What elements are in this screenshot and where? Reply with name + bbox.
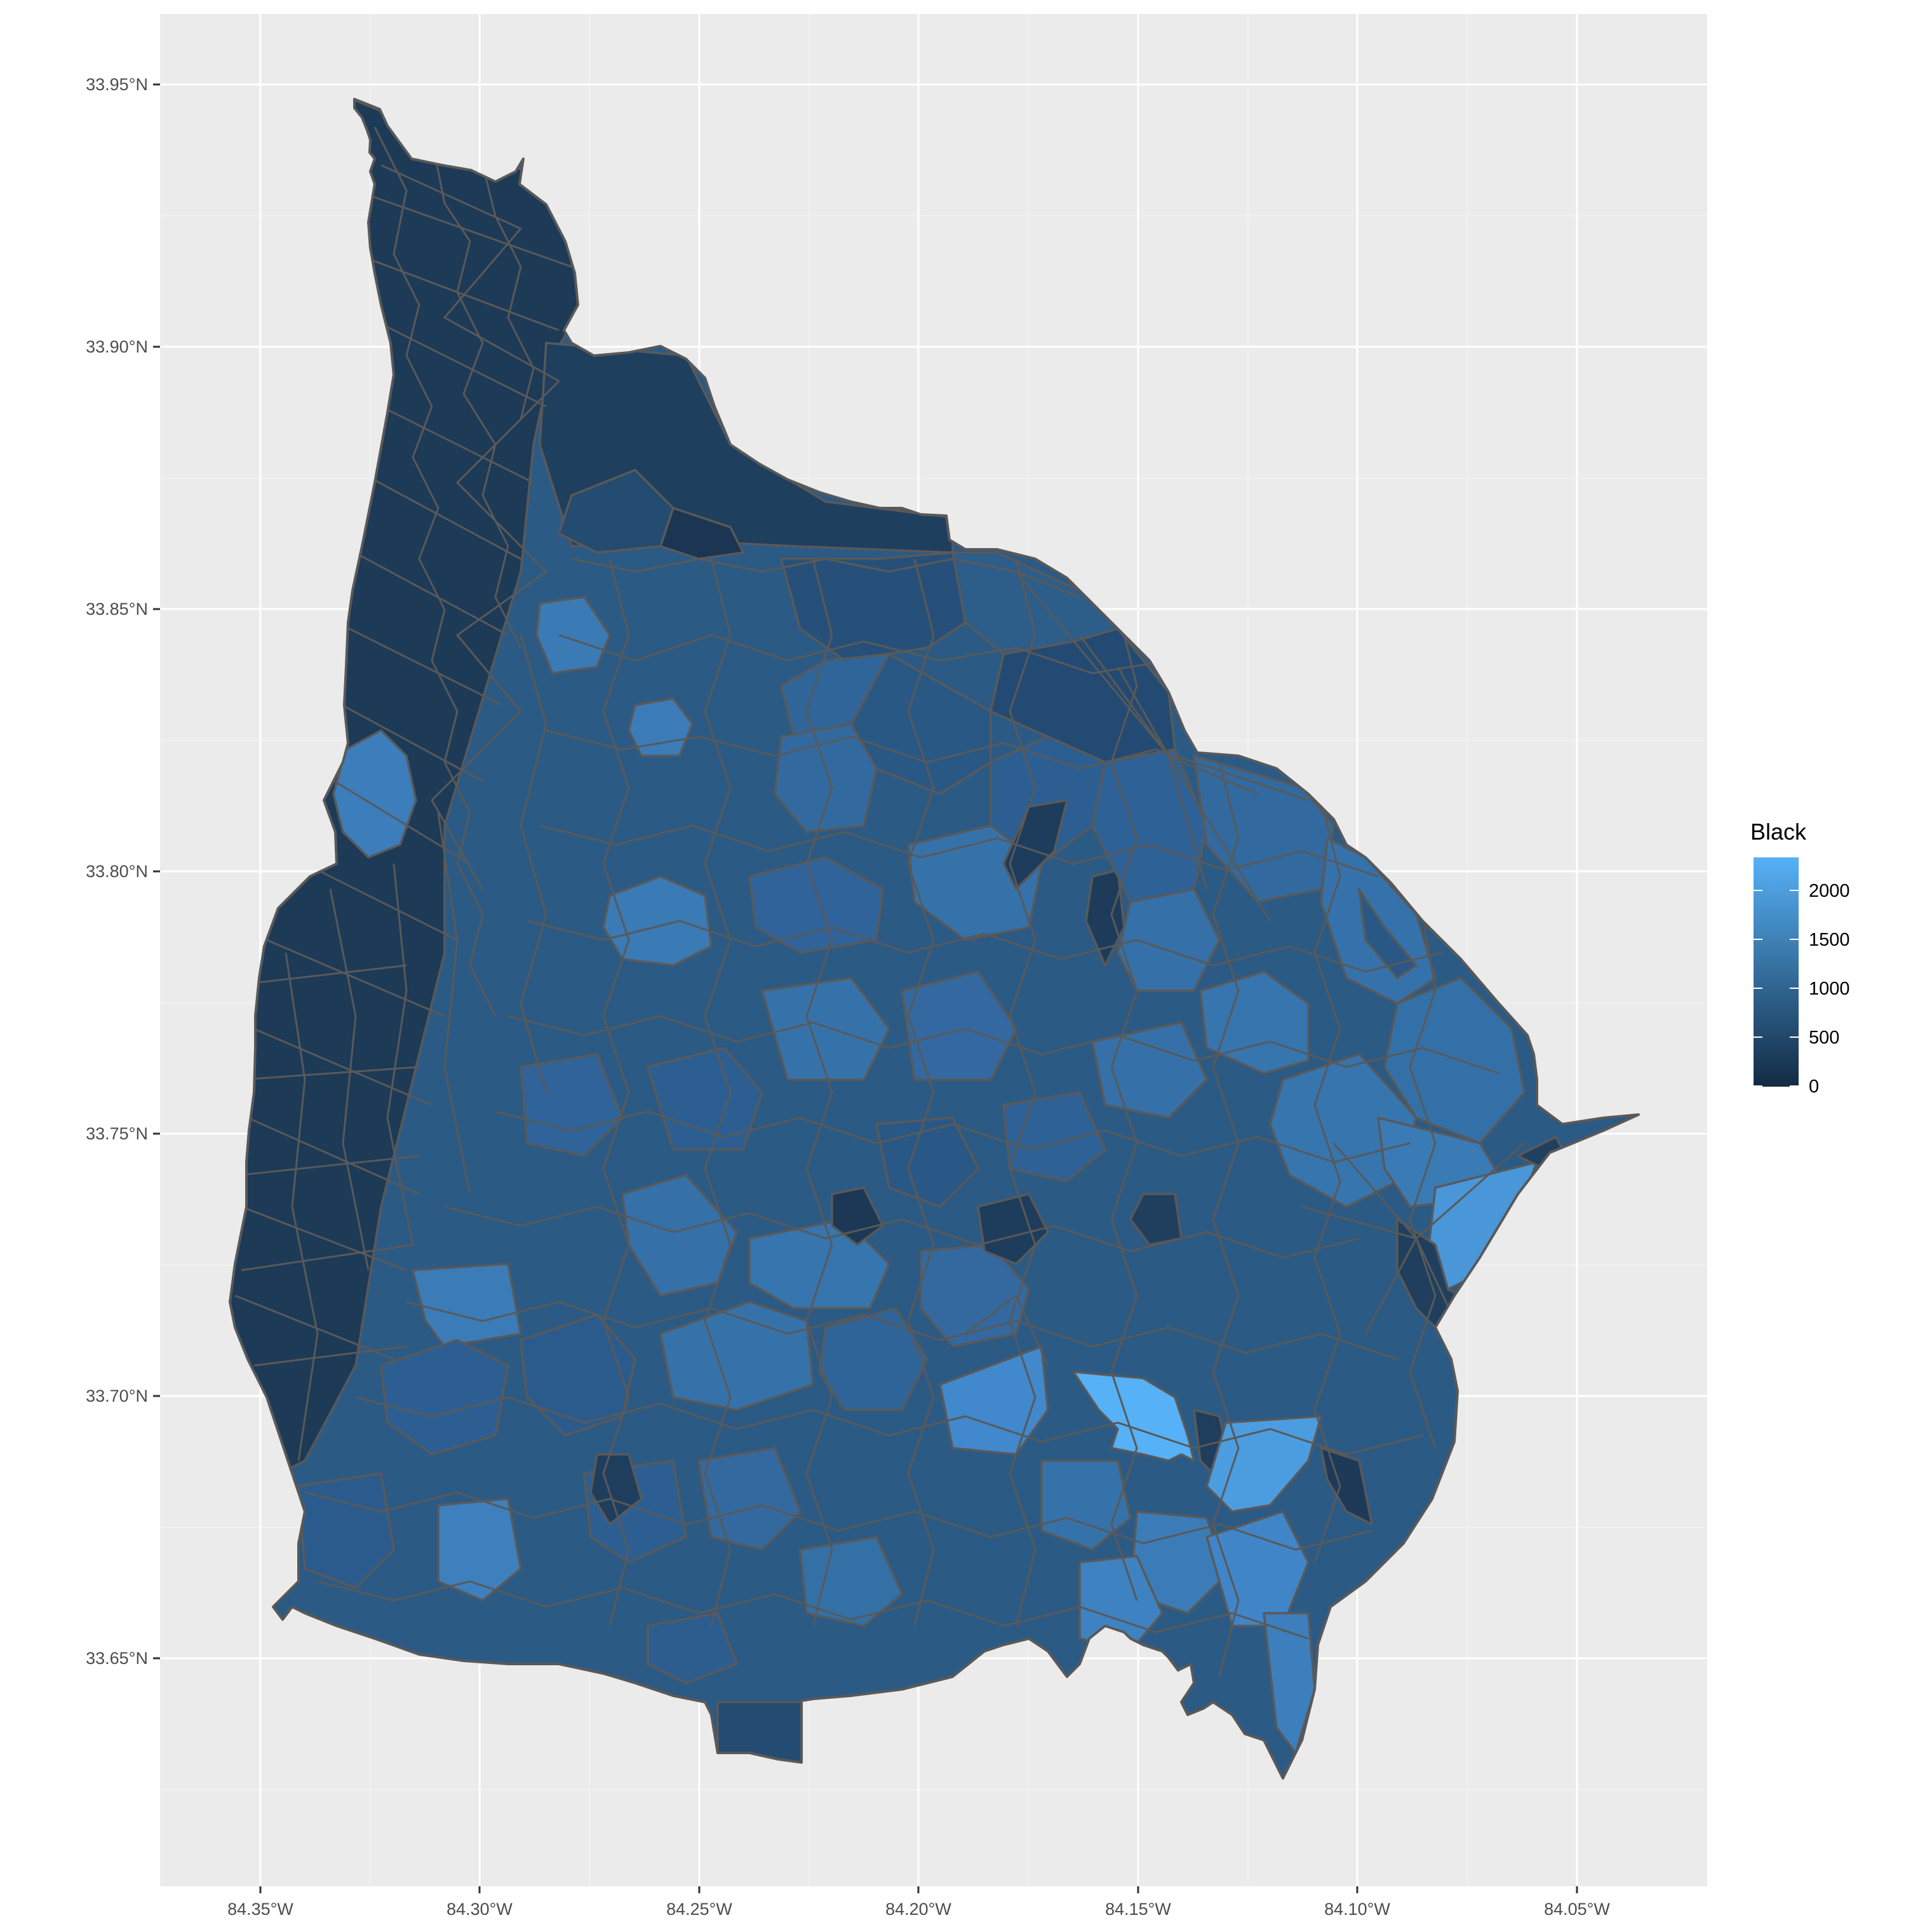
tract-nw-light-blob [332,729,417,859]
x-tick-label: 84.25°W [666,1900,732,1919]
tract-s-6 [818,1307,929,1411]
axis-ticks [153,83,1578,1893]
legend-label: 1000 [1809,979,1850,999]
tract-sw-light [412,1263,522,1348]
x-tick-label: 84.35°W [227,1900,293,1919]
tract-e-7 [1383,977,1526,1144]
tract-s-11 [1263,1612,1316,1754]
y-tick-label: 33.65°N [86,1649,148,1668]
x-tick-label: 84.05°W [1544,1900,1610,1919]
legend-label: 1500 [1809,930,1850,950]
tract-sw-3 [297,1472,395,1589]
legend-title: Black [1750,819,1807,845]
tract-c-mid-11 [875,1117,979,1208]
legend-label: 0 [1809,1077,1819,1097]
tract-n-light-2 [627,697,694,757]
y-tick-label: 33.90°N [86,337,148,356]
y-tick-label: 33.85°N [86,600,148,619]
legend-colorbar [1754,857,1799,1087]
legend-ticks [1754,890,1799,1087]
x-tick-label: 84.10°W [1324,1900,1390,1919]
legend: Black 2000 1500 1000 500 0 [1750,819,1850,1097]
x-axis-labels: 84.35°W 84.30°W 84.25°W 84.20°W 84.15°W … [227,1900,1610,1919]
y-tick-label: 33.75°N [86,1124,148,1143]
tract-sw-7 [647,1612,738,1684]
tract-c-mid-9 [1002,1091,1106,1183]
tract-s-8 [1040,1459,1132,1551]
y-tick-label: 33.70°N [86,1386,148,1405]
tract-c-mid-8 [901,970,1017,1081]
county-tracts [229,98,1640,1780]
tract-c-dark-3 [831,1186,884,1246]
county-outline [229,98,1640,1780]
y-axis-labels: 33.95°N 33.90°N 33.85°N 33.80°N 33.75°N … [86,75,148,1668]
tract-s-1 [380,1339,509,1456]
tract-c-mid-6 [647,1047,763,1151]
tract-c-mid-2 [748,856,884,954]
legend-label: 2000 [1809,881,1850,901]
x-tick-label: 84.15°W [1105,1900,1171,1919]
tract-c-light-1 [602,875,713,967]
tract-sw-6 [799,1536,903,1627]
tract-e-2 [1117,888,1221,992]
tract-e-8 [1269,1053,1418,1208]
tract-boundaries-nw [234,126,572,1461]
tract-sw-5 [697,1447,802,1551]
tract-north-3 [659,507,744,560]
y-tick-label: 33.80°N [86,862,148,881]
tract-s-10 [1205,1510,1310,1627]
tract-s-light-1 [939,1345,1049,1456]
tract-n-light-1 [535,596,611,674]
tract-c-mid-1 [774,723,878,833]
x-tick-label: 84.30°W [446,1900,513,1919]
tract-e-6 [1358,888,1418,979]
tract-e-3 [1199,970,1310,1075]
tract-c-mid-7 [761,977,890,1081]
tract-c-mid-5 [520,1053,624,1157]
tract-sw-2 [437,1498,522,1602]
tract-c-dark-1 [1002,799,1068,890]
x-tick-label: 84.20°W [885,1900,951,1919]
y-tick-label: 33.95°N [86,75,148,94]
legend-label: 500 [1809,1028,1839,1048]
tract-boundaries-central [304,558,1525,1677]
